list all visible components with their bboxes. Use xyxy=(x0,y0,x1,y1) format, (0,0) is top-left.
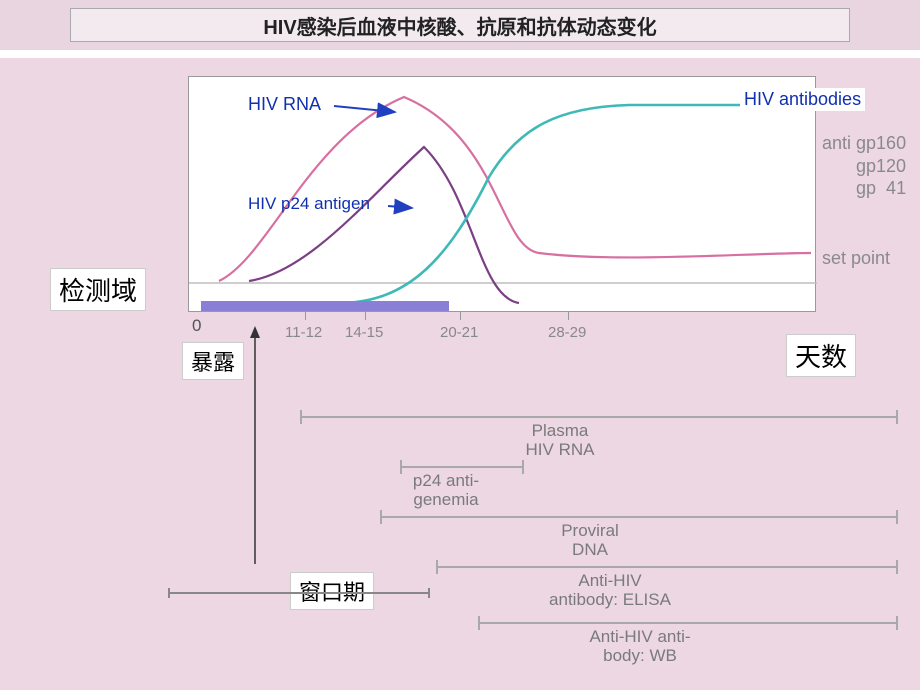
window-period-hline xyxy=(168,592,430,594)
x-tick: 28-29 xyxy=(548,324,586,341)
test-range-line xyxy=(436,566,898,568)
x-tick: 11-12 xyxy=(285,324,322,341)
label-p24: HIV p24 antigen xyxy=(248,194,370,214)
window-period-bar xyxy=(201,301,449,311)
label-anti-gp: anti gp160gp120gp 41 xyxy=(822,132,906,200)
test-range-tick xyxy=(896,410,898,424)
test-range-tick xyxy=(436,560,438,574)
origin-label-text: 0 xyxy=(192,316,201,335)
x-tick-mark xyxy=(568,312,569,320)
test-range-line xyxy=(300,416,898,418)
anti-gp-line: anti gp160 xyxy=(822,132,906,155)
test-range-tick xyxy=(300,410,302,424)
label-setpoint: set point xyxy=(822,248,890,269)
curve-p24 xyxy=(249,147,519,303)
label-window-period: 窗口期 xyxy=(290,572,374,610)
label-window-period-text: 窗口期 xyxy=(299,575,365,607)
origin-label: 0 xyxy=(192,316,201,336)
x-tick-mark xyxy=(305,312,306,320)
anti-gp-line: gp120 xyxy=(822,155,906,178)
test-range-tick xyxy=(896,616,898,630)
window-hline-tick-left xyxy=(168,588,170,598)
anti-gp-line: gp 41 xyxy=(822,177,906,200)
curve-antibody xyxy=(339,105,811,303)
label-exposure: 暴露 xyxy=(182,342,244,380)
x-tick-mark xyxy=(460,312,461,320)
test-range-label: p24 anti-genemia xyxy=(413,472,479,509)
label-days-text: 天数 xyxy=(795,337,847,374)
page-title-text: HIV感染后血液中核酸、抗原和抗体动态变化 xyxy=(263,11,656,40)
label-days: 天数 xyxy=(786,334,856,377)
label-antibody-text: HIV antibodies xyxy=(744,89,861,109)
page-title: HIV感染后血液中核酸、抗原和抗体动态变化 xyxy=(70,8,850,42)
test-range-tick xyxy=(896,510,898,524)
test-range-tick xyxy=(478,616,480,630)
label-setpoint-text: set point xyxy=(822,248,890,268)
test-range-label: ProviralDNA xyxy=(561,522,619,559)
test-range-label: PlasmaHIV RNA xyxy=(526,422,595,459)
test-range-line xyxy=(478,622,898,624)
test-range-tick xyxy=(896,560,898,574)
test-range-line xyxy=(380,516,898,518)
label-exposure-text: 暴露 xyxy=(191,345,235,377)
test-range-label: Anti-HIV anti-body: WB xyxy=(589,628,690,665)
test-range-tick xyxy=(380,510,382,524)
label-antibody: HIV antibodies xyxy=(740,88,865,111)
test-range-tick xyxy=(400,460,402,474)
x-tick: 20-21 xyxy=(440,324,478,341)
label-detection-zone: 检测域 xyxy=(50,268,146,311)
test-range-label: Anti-HIVantibody: ELISA xyxy=(549,572,671,609)
test-range-tick xyxy=(522,460,524,474)
divider xyxy=(0,50,920,58)
x-tick-mark xyxy=(365,312,366,320)
test-range-line xyxy=(400,466,524,468)
window-hline-tick-right xyxy=(428,588,430,598)
label-hiv-rna-text: HIV RNA xyxy=(248,94,321,114)
label-hiv-rna: HIV RNA xyxy=(248,94,321,115)
label-detection-zone-text: 检测域 xyxy=(59,271,137,308)
label-p24-text: HIV p24 antigen xyxy=(248,194,370,213)
x-tick: 14-15 xyxy=(345,324,383,341)
